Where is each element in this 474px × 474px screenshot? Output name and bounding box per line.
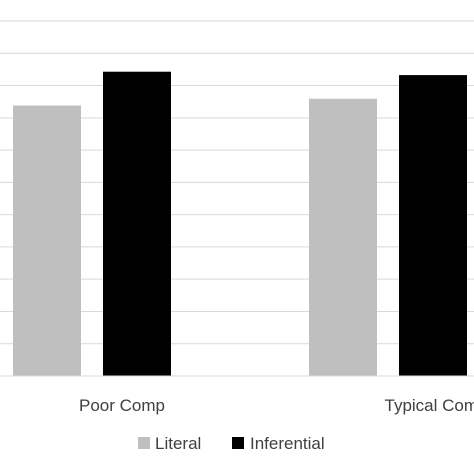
x-tick-label-poor-comp: Poor Comp (79, 396, 165, 415)
bar-inferential-poor-comp (103, 71, 171, 376)
x-tick-labels: Poor Comp Typical Comp (79, 396, 474, 415)
legend-label-inferential: Inferential (250, 434, 325, 453)
bar-inferential-typical-comp (399, 75, 467, 376)
x-tick-label-typical-comp: Typical Comp (385, 396, 474, 415)
bars (13, 71, 467, 377)
bar-literal-poor-comp (13, 105, 81, 377)
legend-swatch-inferential (232, 437, 244, 449)
bar-literal-typical-comp (309, 98, 377, 376)
legend: Literal Inferential (138, 434, 325, 453)
legend-swatch-literal (138, 437, 150, 449)
legend-label-literal: Literal (155, 434, 201, 453)
